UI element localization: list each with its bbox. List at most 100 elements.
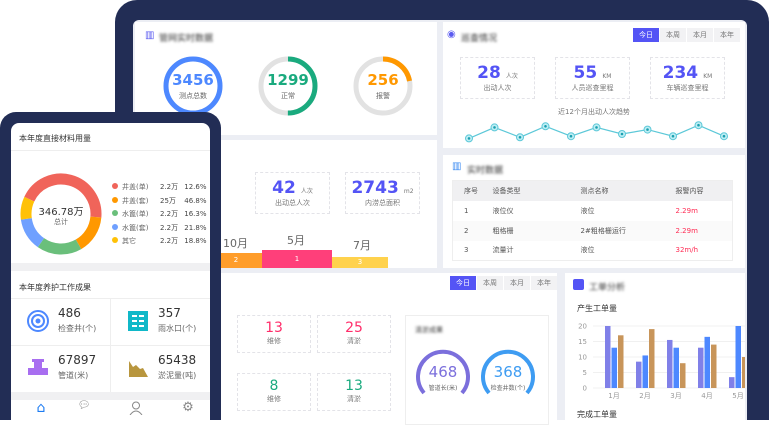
legend-name: 水篦(单) — [122, 210, 149, 218]
trend-title: 近12个月出动人次趋势 — [558, 108, 630, 116]
stat-ring: 3456 测点总数 — [162, 55, 224, 117]
dredge-gauge: 368 检查井数(个) — [479, 348, 537, 406]
stat-value: 2743 — [351, 178, 399, 198]
donut-slice — [20, 196, 35, 220]
donut-slice — [20, 217, 45, 248]
divider — [11, 392, 210, 400]
result-value: 65438 — [158, 353, 197, 367]
cell: 3 — [464, 246, 469, 255]
result-value: 357 — [158, 306, 181, 320]
tab-week[interactable]: 本周 — [660, 28, 686, 42]
result-label: 管道(米) — [58, 371, 89, 380]
y-tick-label: 0 — [583, 385, 587, 393]
stat-value: 234 — [662, 63, 699, 83]
legend-item: 井盖(单) 2.2万 12.6% — [112, 182, 206, 192]
eye-icon: ◉ — [447, 29, 456, 40]
bar-chart-icon: ▥ — [452, 161, 462, 172]
donut-total-label: 总计 — [54, 218, 68, 226]
stat-unit: 人次 — [505, 73, 518, 80]
trend-point-dot — [518, 136, 522, 139]
stat-value: 13 — [345, 378, 363, 394]
ring-gauge — [353, 56, 413, 116]
stat-label: 维修 — [267, 337, 281, 345]
stat-value: 42 — [272, 178, 296, 198]
legend-amount: 2.2万 — [160, 183, 179, 191]
legend-dot — [112, 223, 118, 230]
dredge-results-box: 清淤成果 468 管道长(米) 368 检查井数(个) — [405, 315, 549, 425]
tab-today[interactable]: 今日 — [633, 28, 659, 42]
legend-item: 井盖(套) 25万 46.8% — [112, 196, 206, 206]
table-row[interactable]: 2 粗格栅 2#粗格栅运行 2.29m — [452, 220, 733, 241]
gauge-value: 368 — [493, 363, 523, 381]
home-icon[interactable]: ⌂ — [36, 400, 46, 416]
table-row[interactable]: 1 液位仪 液位 2.29m — [453, 201, 733, 221]
section-title: 本年度直接材料用量 — [19, 134, 91, 143]
cell: 粗格栅 — [492, 226, 514, 235]
stat-box: 55 KM 人员巡查里程 — [555, 57, 630, 99]
cell: 32m/h — [675, 246, 699, 255]
work-order-panel: 工单分析 产生工单量 0 5 10 15 20 1月 2月 3月 4月 5月 完成工单量 — [565, 273, 745, 420]
stat-value: 13 — [265, 320, 283, 336]
gauge-arc — [481, 349, 535, 395]
ring-label: 测点总数 — [179, 92, 207, 100]
bar — [711, 344, 717, 388]
y-tick-label: 10 — [578, 354, 587, 362]
phone-screen: 本年度直接材料用量 346.78万 总计 井盖(单) 2.2万 12.6% 井盖(套… — [11, 123, 210, 420]
result-label: 淤泥量(吨) — [158, 371, 197, 380]
stat-label: 出动总人次 — [275, 199, 310, 207]
stat-value: 28 — [477, 63, 501, 83]
realtime-table-panel: ▥ 实时数据 序号 设备类型 测点名称 报警内容 1 液位仪 液位 2.29m 2 粗格… — [443, 155, 745, 268]
message-icon[interactable]: 💬︎ — [77, 400, 91, 411]
stat-value: 55 — [573, 63, 598, 83]
user-icon[interactable] — [111, 400, 161, 419]
trend-point-dot — [646, 128, 649, 131]
tab-month[interactable]: 本月 — [504, 276, 530, 290]
legend-percent: 18.8% — [184, 237, 207, 245]
dredge-gauge: 468 管道长(米) — [414, 348, 472, 406]
legend-percent: 21.8% — [184, 223, 207, 232]
section-title: 本年度养护工作成果 — [19, 283, 91, 292]
stat-value: 8 — [269, 378, 279, 394]
sludge-icon — [129, 361, 148, 377]
stat-unit: KM — [703, 73, 713, 80]
legend-amount: 2.2万 — [160, 223, 179, 232]
stat-label: 人员巡查里程 — [571, 84, 614, 92]
column-header: 设备类型 — [492, 186, 521, 195]
legend-percent: 12.6% — [184, 183, 207, 191]
legend-item: 水篦(单) 2.2万 16.3% — [112, 209, 206, 219]
cell: 2.29m — [675, 226, 698, 235]
tab-year[interactable]: 本年 — [531, 276, 557, 290]
result-manhole: 486 检查井(个) — [11, 298, 110, 345]
ring-value: 256 — [367, 71, 399, 89]
gauge-label: 管道长(米) — [428, 385, 458, 392]
stat-label: 维修 — [267, 395, 281, 403]
cell: 液位 — [580, 206, 595, 215]
tab-year[interactable]: 本年 — [714, 28, 740, 42]
settings-icon[interactable]: ⚙ — [182, 400, 194, 415]
maintenance-stat: 13 清淤 — [317, 373, 391, 411]
ring-value: 3456 — [172, 71, 214, 89]
bar-month-label: 10月 — [223, 237, 248, 250]
tab-today[interactable]: 今日 — [450, 276, 476, 290]
panel-title: 管网实时数据 — [159, 34, 214, 44]
x-tick-label: 4月 — [701, 392, 712, 400]
y-tick-label: 20 — [578, 323, 587, 331]
bar — [680, 363, 686, 388]
stat-value: 25 — [345, 320, 363, 336]
tab-week[interactable]: 本周 — [477, 276, 503, 290]
maintenance-stat: 13 维修 — [237, 315, 311, 353]
result-sludge: 65438 淤泥量(吨) — [111, 345, 210, 392]
panel-title: 工单分析 — [589, 283, 626, 293]
ring-gauge — [258, 56, 318, 116]
trend-point-dot — [544, 125, 547, 128]
patrol-panel: ◉ 巡查情况 今日 本周 本月 本年 28 人次 出动人次 55 KM 人员巡查里程… — [443, 22, 745, 148]
legend-dot — [112, 210, 118, 216]
table-row[interactable]: 3 流量计 液位 32m/h — [453, 241, 733, 261]
cell: 2 — [464, 226, 469, 235]
pie-chart-icon — [573, 279, 584, 290]
stat-label: 车辆巡查里程 — [666, 84, 709, 92]
result-pipe: 67897 管道(米) — [11, 345, 110, 392]
tab-month[interactable]: 本月 — [687, 28, 713, 42]
divider — [11, 150, 210, 151]
ring-label: 正常 — [281, 92, 295, 100]
